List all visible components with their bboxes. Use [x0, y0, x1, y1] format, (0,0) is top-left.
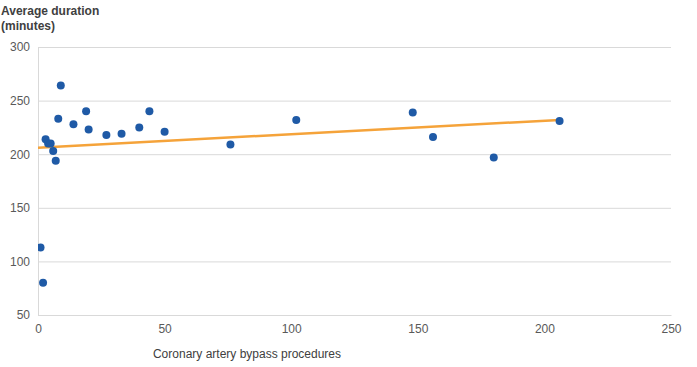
point-group	[38, 243, 45, 251]
x-tick: 150	[408, 315, 428, 336]
point	[57, 82, 65, 90]
x-axis: 0 50 100 150 200 250	[35, 315, 682, 336]
y-grid-line	[38, 315, 671, 316]
x-tick-label: 0	[35, 322, 42, 336]
point	[85, 126, 93, 134]
y-tick-label: 50	[17, 308, 31, 322]
point	[292, 116, 300, 124]
point	[102, 131, 110, 139]
point-group	[52, 157, 60, 165]
point-group	[118, 130, 126, 138]
y-axis-line	[38, 48, 39, 316]
point	[47, 139, 55, 147]
x-tick-label: 50	[158, 322, 172, 336]
y-tick: 100	[10, 255, 671, 269]
y-tick: 200	[10, 148, 671, 162]
x-axis-line	[39, 315, 672, 316]
point	[49, 147, 57, 155]
y-axis-title: Average duration(minutes)	[1, 4, 99, 33]
y-tick-label: 100	[10, 255, 30, 269]
x-tick-label: 100	[282, 322, 302, 336]
point-group	[226, 141, 234, 149]
point	[118, 130, 126, 138]
y-tick-label: 300	[10, 40, 30, 54]
x-tick: 0	[35, 315, 42, 336]
point	[52, 157, 60, 165]
point	[69, 120, 77, 128]
point-group	[292, 116, 300, 124]
point-group	[556, 117, 564, 125]
point	[145, 107, 153, 115]
y-tick: 50	[17, 308, 671, 322]
y-axis: 50 100 150 200 250 300	[10, 40, 671, 322]
x-tick: 100	[282, 315, 302, 336]
point-group	[490, 153, 498, 161]
point	[429, 133, 437, 141]
point-group	[85, 126, 93, 134]
point	[556, 117, 564, 125]
chart: 50 100 150 200 250 300 0 50 100 150 200 250 Average …	[0, 0, 697, 367]
point-group	[39, 279, 47, 287]
y-axis-title-line: Average duration	[1, 4, 99, 18]
y-grid-line	[38, 154, 671, 155]
y-tick-label: 250	[10, 94, 30, 108]
point-group	[54, 115, 62, 123]
y-grid-line	[38, 47, 671, 48]
point	[38, 243, 45, 251]
point	[39, 279, 47, 287]
x-tick-label: 250	[661, 322, 681, 336]
point	[409, 108, 417, 116]
x-tick-label: 150	[408, 322, 428, 336]
point	[226, 141, 234, 149]
y-tick: 250	[10, 94, 671, 108]
point	[54, 115, 62, 123]
point-group	[102, 131, 110, 139]
y-tick: 300	[10, 40, 671, 54]
y-grid-line	[38, 208, 671, 209]
y-grid-line	[38, 101, 671, 102]
trend-line	[38, 120, 560, 148]
y-axis-title-line: (minutes)	[1, 19, 55, 33]
point-group	[161, 128, 169, 136]
x-tick-label: 200	[535, 322, 555, 336]
y-tick: 150	[10, 201, 671, 215]
y-grid-line	[38, 261, 671, 262]
y-tick-label: 150	[10, 201, 30, 215]
x-axis-title: Coronary artery bypass procedures	[153, 347, 341, 361]
point-group	[47, 139, 55, 147]
point	[135, 123, 143, 131]
point-group	[429, 133, 437, 141]
point-group	[135, 123, 143, 131]
point-group	[57, 82, 65, 90]
point	[490, 153, 498, 161]
plot-area: 50 100 150 200 250 300 0 50 100 150 200 250	[10, 40, 682, 335]
point-group	[145, 107, 153, 115]
point-group	[49, 147, 57, 155]
point-group	[409, 108, 417, 116]
x-tick: 250	[661, 315, 681, 336]
point	[82, 107, 90, 115]
point	[161, 128, 169, 136]
y-tick-label: 200	[10, 148, 30, 162]
x-tick: 200	[535, 315, 555, 336]
x-tick: 50	[158, 315, 172, 336]
point-group	[69, 120, 77, 128]
point-group	[82, 107, 90, 115]
marks	[38, 82, 564, 287]
